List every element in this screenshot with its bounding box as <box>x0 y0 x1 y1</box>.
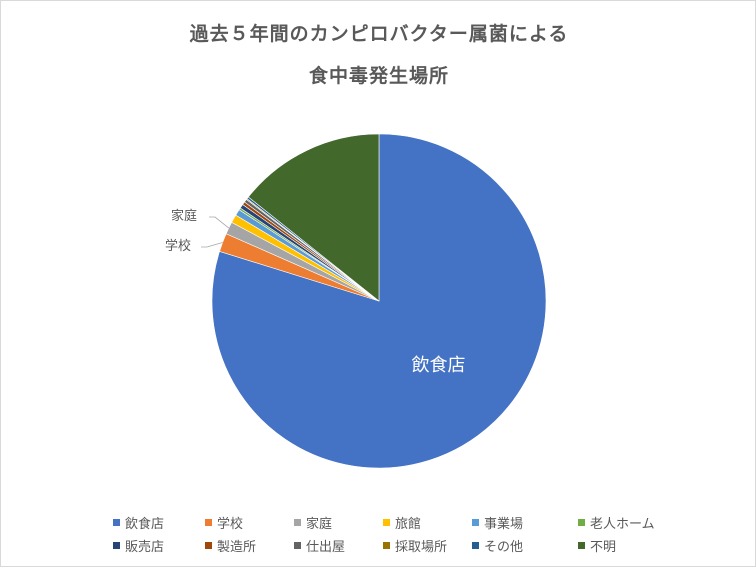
legend-label-4: 旅館 <box>395 517 422 532</box>
legend-item-4: 旅館 <box>383 513 421 532</box>
chart-title-line-1: 過去５年間のカンピロバクター属菌による <box>189 23 569 45</box>
pie-slice-12 <box>247 133 380 302</box>
legend-label-3: 家庭 <box>306 517 333 532</box>
legend-item-5: 事業場 <box>472 513 523 532</box>
legend-label-6: 老人ホーム <box>590 517 655 532</box>
legend-label-8: 製造所 <box>217 540 257 555</box>
legend-item-10: 採取場所 <box>383 536 447 555</box>
legend-item-9: 仕出屋 <box>294 536 345 555</box>
legend-swatch-12 <box>578 542 585 549</box>
legend-swatch-2 <box>205 519 212 526</box>
legend-swatch-1 <box>113 519 120 526</box>
legend-item-8: 製造所 <box>205 536 256 555</box>
legend-label-2: 学校 <box>217 517 244 532</box>
legend-swatch-11 <box>472 542 479 549</box>
legend-item-3: 家庭 <box>294 513 332 532</box>
data-label-3: 学校 <box>165 238 191 254</box>
legend-label-1: 飲食店 <box>125 517 165 532</box>
legend-item-7: 販売店 <box>113 536 164 555</box>
data-label-leader-2 <box>209 216 230 229</box>
chart-title-line-2: 食中毒発生場所 <box>308 65 449 87</box>
legend-item-11: その他 <box>472 536 523 555</box>
legend-swatch-7 <box>113 542 120 549</box>
legend-item-2: 学校 <box>205 513 243 532</box>
legend-label-7: 販売店 <box>125 540 165 555</box>
legend-item-12: 不明 <box>578 536 616 555</box>
legend-swatch-9 <box>294 542 301 549</box>
legend-swatch-10 <box>383 542 390 549</box>
legend-label-5: 事業場 <box>484 517 524 532</box>
legend-label-10: 採取場所 <box>395 540 448 555</box>
legend-item-1: 飲食店 <box>113 513 164 532</box>
legend-swatch-3 <box>294 519 301 526</box>
legend-item-6: 老人ホーム <box>578 513 655 532</box>
data-label-leader-3 <box>201 242 223 248</box>
legend-swatch-8 <box>205 542 212 549</box>
legend-swatch-4 <box>383 519 390 526</box>
legend-label-9: 仕出屋 <box>306 540 346 555</box>
legend-label-12: 不明 <box>590 540 617 555</box>
legend-label-11: その他 <box>484 540 524 555</box>
data-label-1: 飲食店 <box>411 355 465 376</box>
data-label-2: 家庭 <box>171 208 197 224</box>
legend-swatch-5 <box>472 519 479 526</box>
legend-swatch-6 <box>578 519 585 526</box>
